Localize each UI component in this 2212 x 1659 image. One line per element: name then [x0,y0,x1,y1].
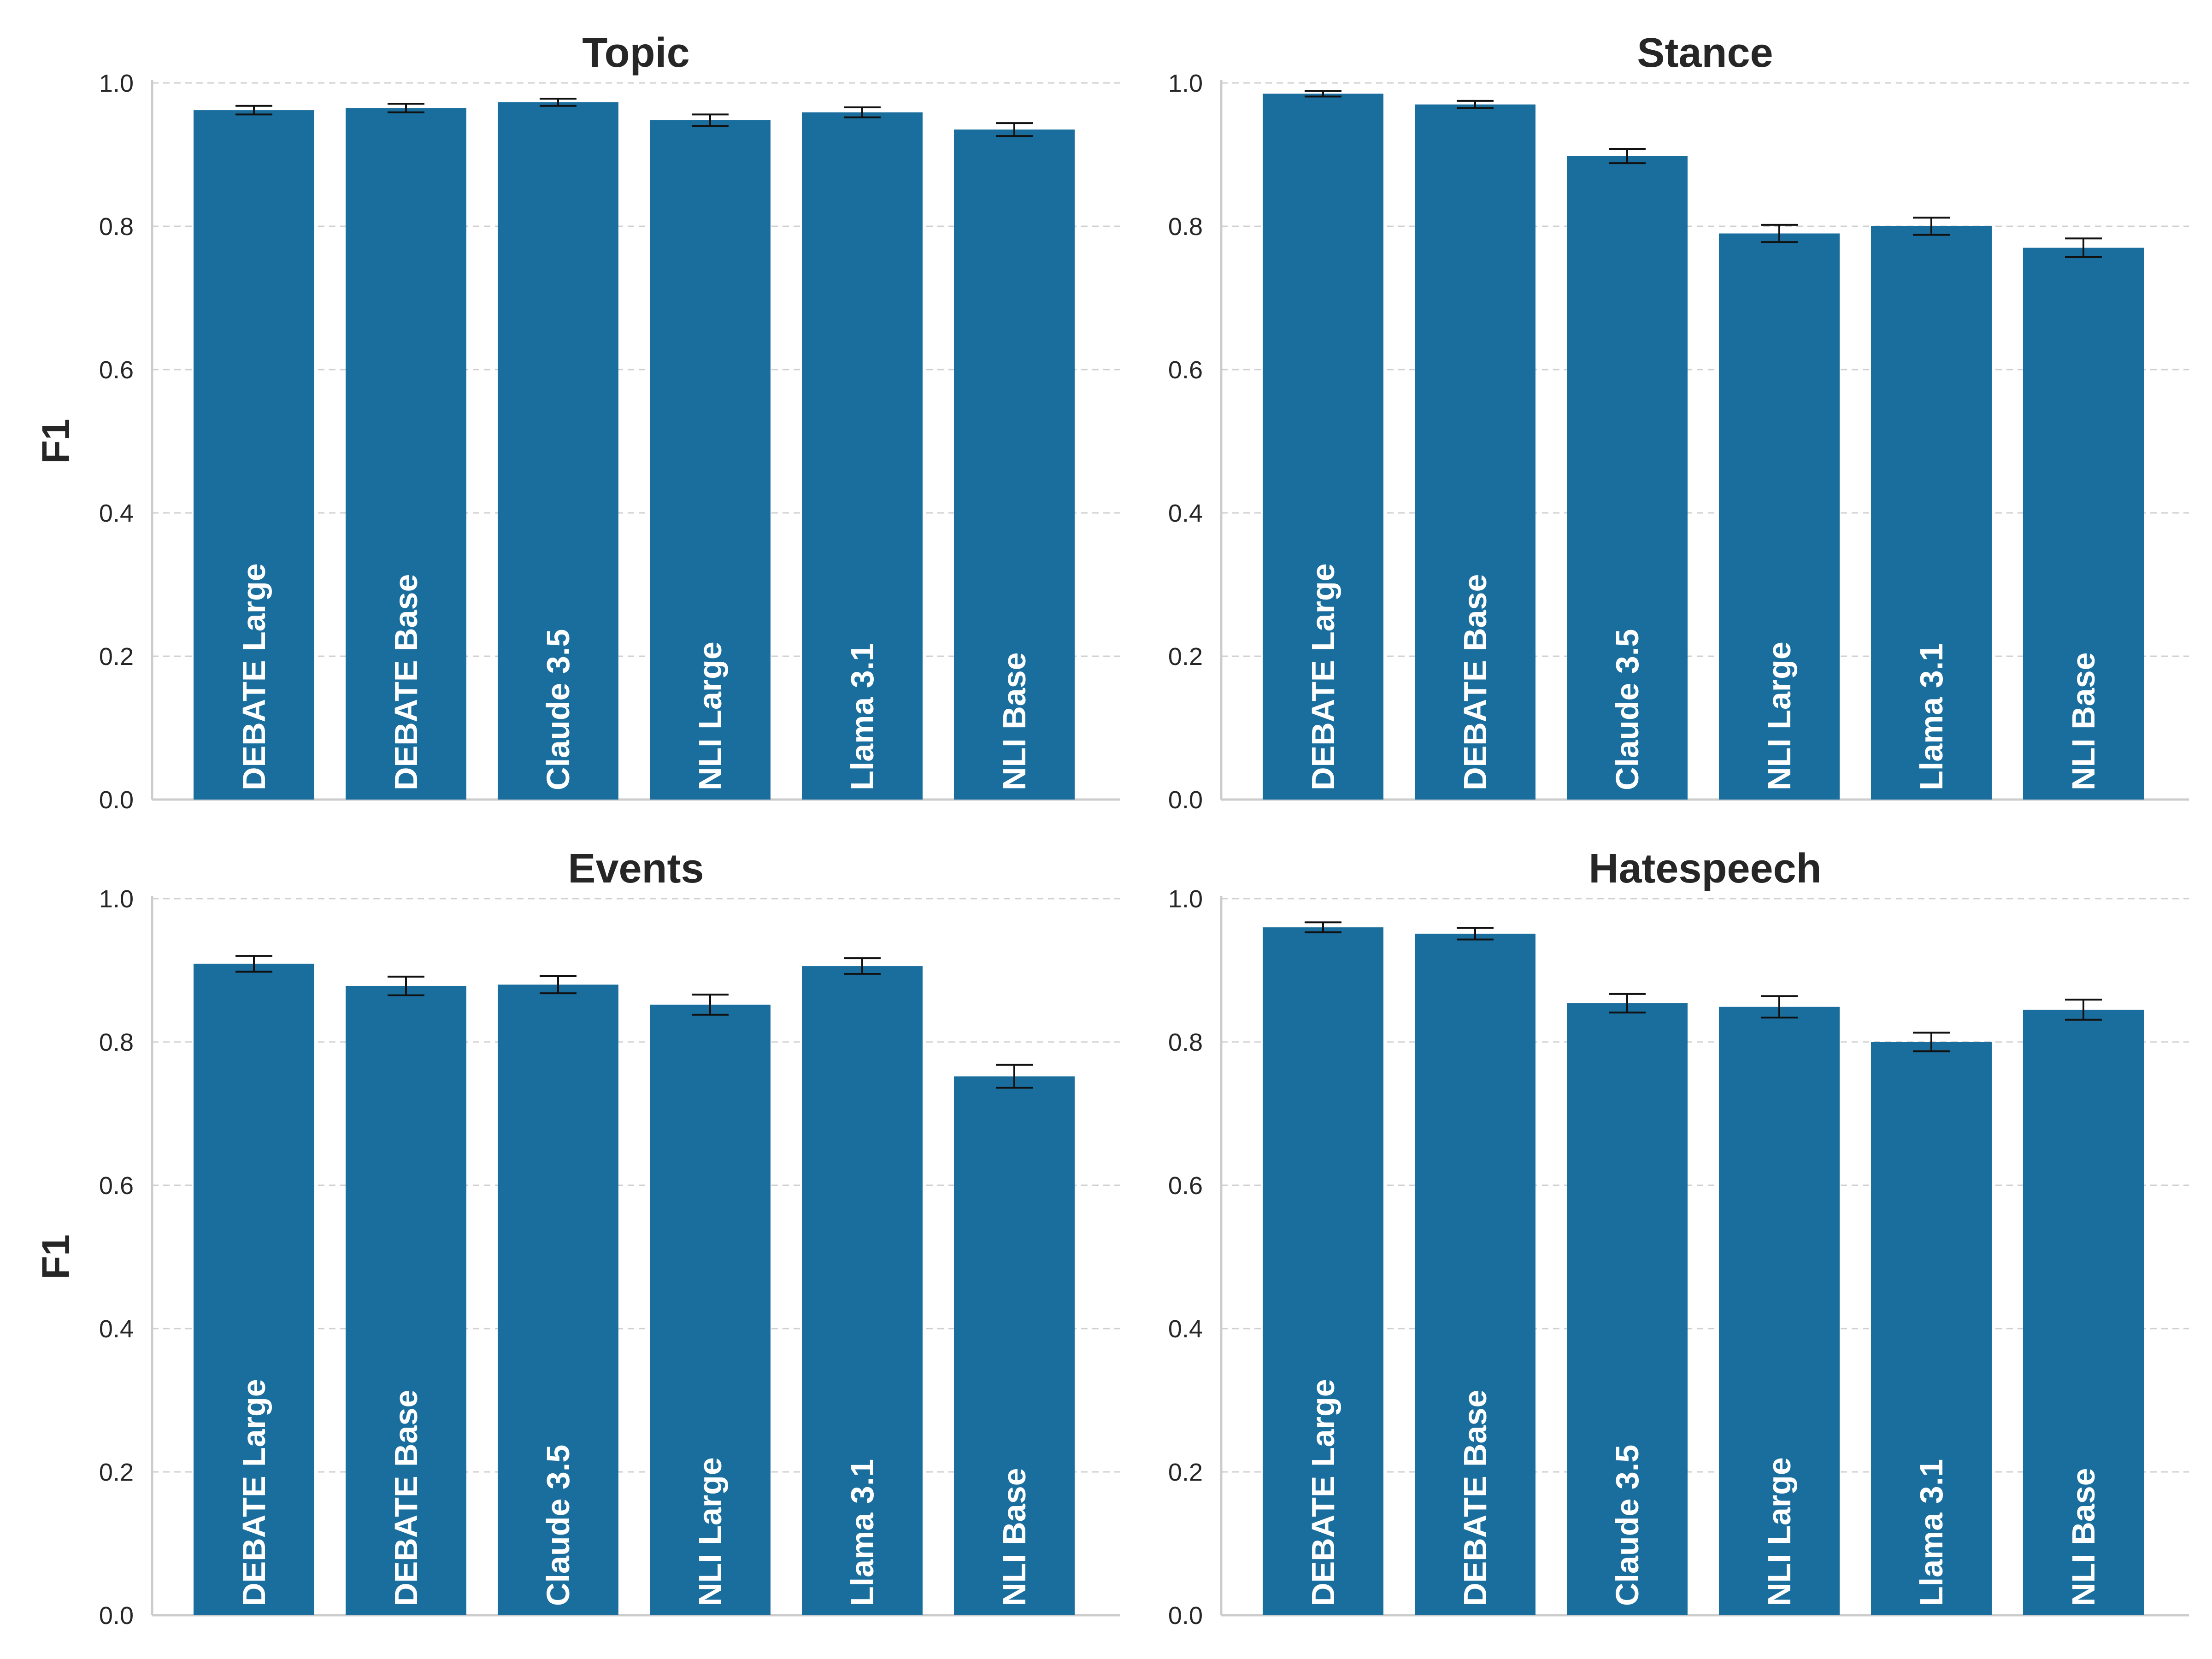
bar [1567,156,1688,800]
y-tick-label: 0.8 [1168,1029,1203,1056]
bar-label: NLI Base [996,1468,1032,1606]
bar [346,108,466,800]
bar-label: DEBATE Large [236,563,272,790]
chart-title: Hatespeech [1588,846,1821,892]
bar-label: NLI Large [1761,641,1797,790]
y-tick-label: 0.4 [99,1315,134,1343]
y-tick-label: 0.0 [99,786,134,814]
y-tick-label: 0.6 [99,356,134,384]
bar [2023,1010,2144,1615]
bar [194,110,314,800]
y-tick-label: 0.6 [1168,356,1203,384]
y-tick-label: 0.4 [1168,1315,1203,1343]
y-tick-label: 0.6 [99,1172,134,1200]
y-tick-label: 0.8 [99,1029,134,1056]
bar-label: Claude 3.5 [1609,629,1645,790]
bar [346,986,466,1615]
y-tick-label: 1.0 [1168,885,1203,913]
bar-label: Llama 3.1 [844,643,880,790]
y-tick-label: 0.4 [1168,500,1203,527]
bar [1719,1006,1840,1615]
y-tick-label: 1.0 [1168,70,1203,97]
bar [954,129,1075,800]
y-tick-label: 0.0 [99,1602,134,1630]
bar-label: NLI Base [2065,652,2101,790]
bar [498,102,618,800]
bar [802,112,923,800]
chart-panel-stance: 0.0 0.2 0.4 0.6 0.8 1.0 DEBATE Large DEBATE Bas… [1168,30,2189,814]
bar-label: Llama 3.1 [1913,643,1949,790]
bar [194,964,314,1615]
bar [1263,94,1383,800]
bar-label: DEBATE Large [1305,563,1341,790]
bar-label: DEBATE Large [1305,1379,1341,1606]
chart-title: Stance [1637,30,1773,76]
y-axis-label: F1 [34,418,77,464]
bar [1719,233,1840,800]
bar [802,966,923,1615]
y-tick-label: 0.2 [1168,1459,1203,1486]
bar [650,120,771,800]
y-tick-label: 0.8 [1168,213,1203,241]
bar-label: DEBATE Base [1457,574,1493,790]
bar [1567,1003,1688,1615]
bar [1415,934,1535,1615]
bar [2023,247,2144,800]
y-tick-label: 0.2 [1168,643,1203,671]
bar-label: NLI Large [692,1457,728,1606]
bar-label: NLI Base [996,652,1032,790]
y-axis-label: F1 [34,1234,77,1279]
y-tick-label: 0.6 [1168,1172,1203,1200]
bar-label: DEBATE Large [236,1379,272,1606]
bar [1263,927,1383,1615]
bar-label: Claude 3.5 [540,629,576,790]
bar [1415,104,1535,800]
bar-label: Claude 3.5 [1609,1445,1645,1606]
chart-panel-hatespeech: 0.0 0.2 0.4 0.6 0.8 1.0 DEBATE Large DEBATE Bas… [1168,846,2189,1630]
bar-label: NLI Base [2065,1468,2101,1606]
y-tick-label: 0.0 [1168,1602,1203,1630]
y-tick-label: 1.0 [99,885,134,913]
y-tick-label: 0.8 [99,213,134,241]
bar-label: DEBATE Base [388,574,424,790]
y-tick-label: 0.2 [99,1459,134,1486]
chart-title: Topic [582,30,689,76]
bar-label: Llama 3.1 [1913,1459,1949,1606]
bar-label: DEBATE Base [1457,1390,1493,1606]
bar [1871,226,1992,800]
bar-label: NLI Large [1761,1457,1797,1606]
bar [1871,1042,1992,1615]
bar-label: NLI Large [692,641,728,790]
bar-label: DEBATE Base [388,1390,424,1606]
bar [954,1076,1075,1615]
y-tick-label: 1.0 [99,70,134,97]
bar [650,1005,771,1615]
y-tick-label: 0.4 [99,500,134,527]
bar [498,984,618,1615]
y-tick-label: 0.0 [1168,786,1203,814]
bar-label: Llama 3.1 [844,1459,880,1606]
chart-panel-topic: 0.0 0.2 0.4 0.6 0.8 1.0 DEBATE Large DEBATE Bas… [34,30,1120,814]
chart-panel-events: 0.0 0.2 0.4 0.6 0.8 1.0 DEBATE Large DEBATE Bas… [34,846,1120,1630]
y-tick-label: 0.2 [99,643,134,671]
bar-label: Claude 3.5 [540,1445,576,1606]
chart-title: Events [568,846,704,892]
